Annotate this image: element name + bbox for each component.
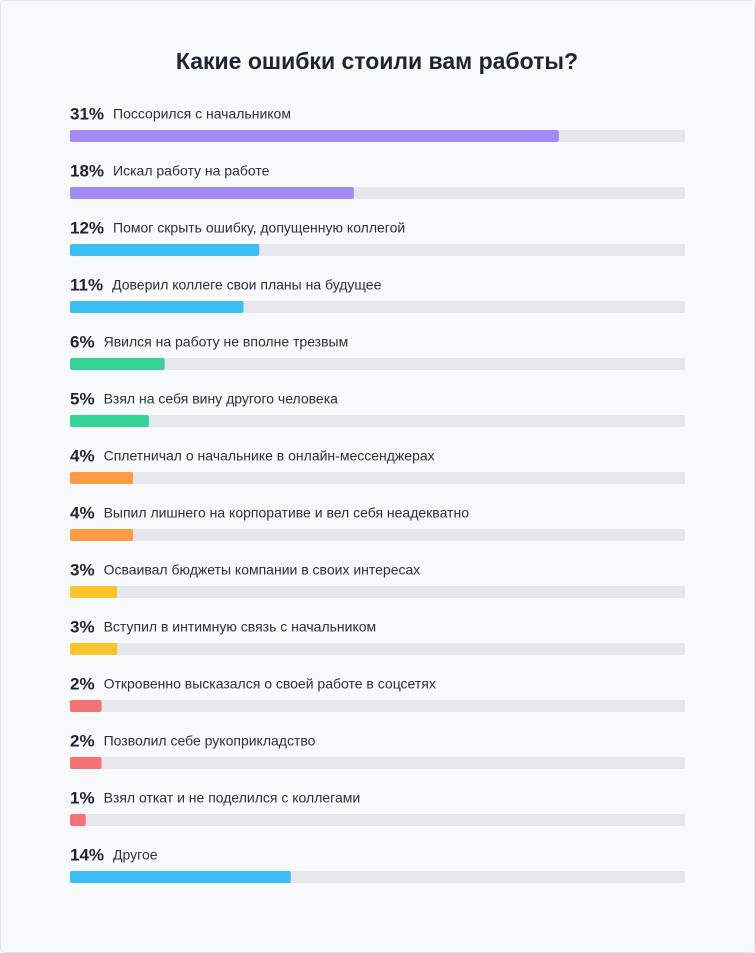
bar-track	[70, 814, 685, 826]
category-label: Искал работу на работе	[113, 163, 270, 179]
value-label: 3%	[70, 617, 95, 636]
bar	[70, 814, 86, 826]
value-label: 1%	[70, 788, 95, 807]
bar	[70, 187, 354, 199]
bar	[70, 529, 134, 541]
bar-track	[70, 358, 685, 370]
category-label: Выпил лишнего на корпоративе и вел себя …	[104, 505, 470, 521]
bar-track	[70, 472, 685, 484]
bar	[70, 130, 559, 142]
bar-track	[70, 529, 685, 541]
category-label: Явился на работу не вполне трезвым	[104, 334, 349, 350]
bar	[70, 700, 102, 712]
chart-title: Какие ошибки стоили вам работы?	[176, 48, 578, 74]
bar-track	[70, 586, 685, 598]
value-label: 3%	[70, 560, 95, 579]
value-label: 14%	[70, 845, 104, 864]
value-label: 2%	[70, 731, 95, 750]
category-label: Взял откат и не поделился с коллегами	[104, 790, 361, 806]
bar	[70, 586, 118, 598]
bar-track	[70, 700, 685, 712]
value-label: 18%	[70, 161, 104, 180]
category-label: Поссорился с начальником	[113, 106, 291, 122]
bar	[70, 871, 291, 883]
bar	[70, 472, 134, 484]
value-label: 11%	[70, 275, 103, 294]
bar	[70, 757, 102, 769]
value-label: 2%	[70, 674, 95, 693]
category-label: Позволил себе рукоприкладство	[104, 733, 316, 749]
bar	[70, 415, 149, 427]
category-label: Взял на себя вину другого человека	[104, 391, 339, 407]
bar	[70, 643, 118, 655]
value-label: 4%	[70, 446, 95, 465]
value-label: 5%	[70, 389, 95, 408]
bar	[70, 244, 260, 256]
bar-track	[70, 757, 685, 769]
category-label: Осваивал бюджеты компании в своих интере…	[104, 562, 421, 578]
value-label: 12%	[70, 218, 104, 237]
bar-track	[70, 415, 685, 427]
bar	[70, 358, 165, 370]
value-label: 6%	[70, 332, 95, 351]
value-label: 4%	[70, 503, 95, 522]
category-label: Помог скрыть ошибку, допущенную коллегой	[113, 220, 405, 236]
value-label: 31%	[70, 104, 104, 123]
bar-track	[70, 643, 685, 655]
category-label: Доверил коллеге свои планы на будущее	[112, 277, 381, 293]
category-label: Другое	[113, 847, 158, 863]
bar	[70, 301, 244, 313]
category-label: Вступил в интимную связь с начальником	[104, 619, 377, 635]
category-label: Откровенно высказался о своей работе в с…	[104, 676, 436, 692]
category-label: Сплетничал о начальнике в онлайн-мессенд…	[104, 448, 435, 464]
